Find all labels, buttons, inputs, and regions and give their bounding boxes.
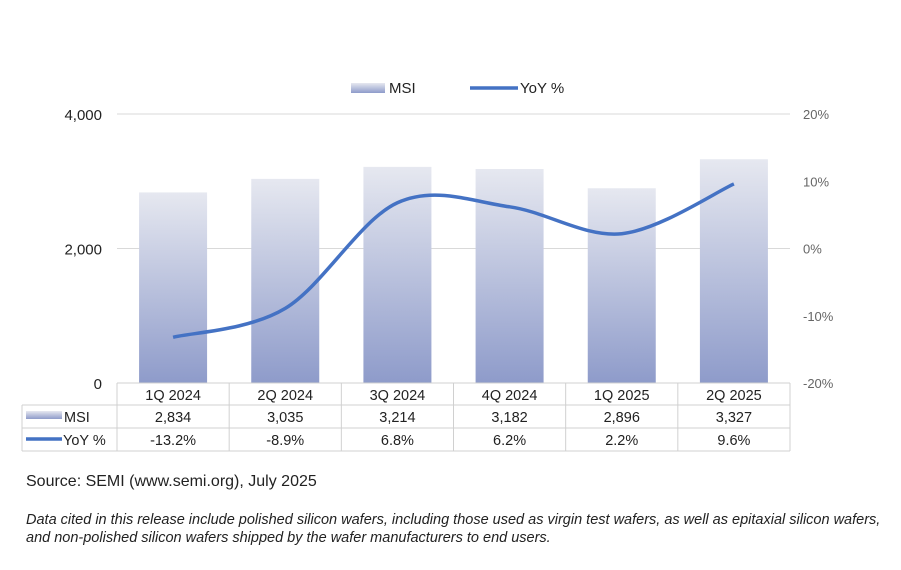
- footnote: Data cited in this release include polis…: [26, 512, 881, 546]
- right-tick-label: -10%: [803, 309, 834, 324]
- source-text: Source: SEMI (www.semi.org), July 2025: [26, 473, 317, 490]
- yoy-value: 9.6%: [717, 433, 750, 449]
- legend-msi-label: MSI: [389, 80, 416, 97]
- bar-2Q-2025: [699, 159, 768, 383]
- category-label: 1Q 2024: [145, 388, 201, 404]
- right-tick-label: 10%: [803, 174, 829, 189]
- yoy-value: -8.9%: [266, 433, 304, 449]
- category-label: 3Q 2024: [370, 388, 426, 404]
- right-tick-label: 0%: [803, 242, 822, 257]
- table-msi-label: MSI: [64, 410, 90, 426]
- category-label: 4Q 2024: [482, 388, 538, 404]
- left-tick-label: 0: [94, 376, 102, 393]
- msi-value: 3,214: [379, 410, 415, 426]
- msi-value: 3,182: [491, 410, 527, 426]
- legend-yoy-label: YoY %: [520, 80, 564, 97]
- bar-1Q-2025: [587, 188, 656, 383]
- yoy-value: -13.2%: [150, 433, 196, 449]
- legend-msi-swatch: [351, 83, 385, 93]
- bar-2Q-2024: [251, 178, 320, 383]
- category-label: 2Q 2025: [706, 388, 762, 404]
- msi-value: 2,896: [604, 410, 640, 426]
- bar-1Q-2024: [139, 192, 208, 383]
- category-label: 2Q 2024: [257, 388, 313, 404]
- yoy-value: 6.8%: [381, 433, 414, 449]
- yoy-line: [172, 182, 735, 339]
- yoy-value: 6.2%: [493, 433, 526, 449]
- left-tick-label: 2,000: [64, 242, 102, 259]
- table-msi-swatch: [26, 411, 62, 419]
- chart: 0 2,000 4,000 -20% -10% 0% 10% 20% MSI YoY % 1Q 20…: [21, 80, 834, 452]
- bar-4Q-2024: [475, 169, 544, 383]
- msi-value: 2,834: [155, 410, 191, 426]
- msi-value: 3,327: [716, 410, 752, 426]
- yoy-value: 2.2%: [605, 433, 638, 449]
- right-tick-label: -20%: [803, 376, 834, 391]
- right-tick-label: 20%: [803, 107, 829, 122]
- msi-value: 3,035: [267, 410, 303, 426]
- bar-3Q-2024: [363, 166, 432, 383]
- table-yoy-label: YoY %: [63, 433, 106, 449]
- category-label: 1Q 2025: [594, 388, 650, 404]
- left-tick-label: 4,000: [64, 107, 102, 124]
